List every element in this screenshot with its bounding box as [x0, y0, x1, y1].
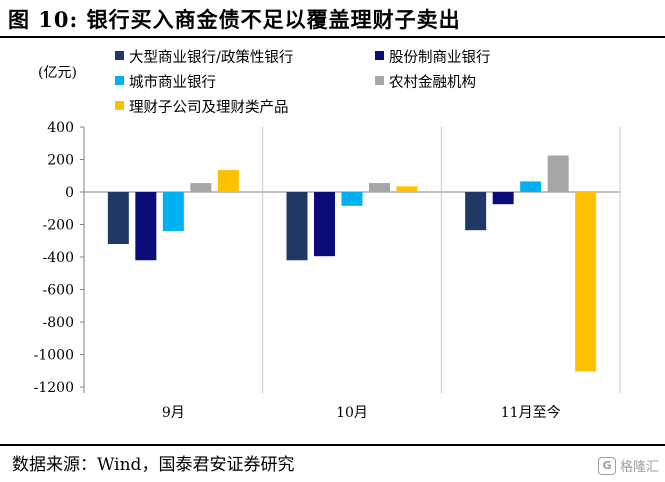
y-tick-label: -1000	[34, 348, 74, 364]
bar	[465, 192, 487, 231]
x-tick-label: 9月	[162, 405, 185, 421]
bars	[107, 155, 597, 372]
legend-label: 城市商业银行	[129, 74, 216, 91]
watermark: G 格隆汇	[597, 456, 659, 475]
legend-swatch	[115, 101, 124, 110]
y-tick-label: 200	[47, 153, 74, 169]
legend-label: 农村金融机构	[389, 74, 476, 91]
x-tick-label: 10月	[336, 405, 368, 421]
axes: 400 200 0 -200 -400 -600 -800 -1000 -1200 9月 10月 11…	[34, 120, 621, 421]
bar	[190, 183, 212, 192]
watermark-logo-icon: G	[597, 456, 616, 475]
legend-swatch	[375, 51, 384, 60]
bar	[341, 192, 363, 206]
y-tick-label: -200	[43, 218, 74, 234]
y-tick-label: 400	[47, 120, 74, 136]
y-tick-label: -800	[43, 315, 74, 331]
bar	[547, 155, 569, 192]
bar	[107, 192, 129, 244]
legend-swatch	[375, 76, 384, 85]
bar	[369, 183, 390, 192]
source-note: 数据来源：Wind，国泰君安证券研究	[12, 455, 295, 475]
legend-label: 理财子公司及理财类产品	[129, 99, 289, 116]
bar	[314, 192, 335, 257]
y-tick-label: -400	[43, 250, 74, 266]
bar	[217, 170, 239, 192]
bar	[396, 186, 418, 192]
bar	[162, 192, 184, 231]
figure-title: 图 10: 银行买入商金债不足以覆盖理财子卖出	[8, 7, 461, 32]
legend-label: 大型商业银行/政策性银行	[129, 49, 293, 66]
y-tick-label: -600	[43, 283, 74, 299]
y-tick-label: 0	[65, 185, 74, 201]
bar	[575, 192, 597, 372]
legend-swatch	[115, 76, 124, 85]
legend-label: 股份制商业银行	[389, 49, 491, 66]
legend-swatch	[115, 51, 124, 60]
bar	[520, 181, 542, 192]
bar	[492, 192, 514, 205]
bar	[286, 192, 308, 261]
x-tick-label: 11月至今	[501, 405, 561, 421]
y-axis-unit-label: (亿元)	[38, 65, 77, 81]
watermark-text: 格隆汇	[619, 460, 659, 475]
bar	[135, 192, 157, 261]
y-tick-label: -1200	[34, 380, 74, 396]
source-rule	[0, 444, 665, 446]
title-rule	[0, 36, 665, 38]
